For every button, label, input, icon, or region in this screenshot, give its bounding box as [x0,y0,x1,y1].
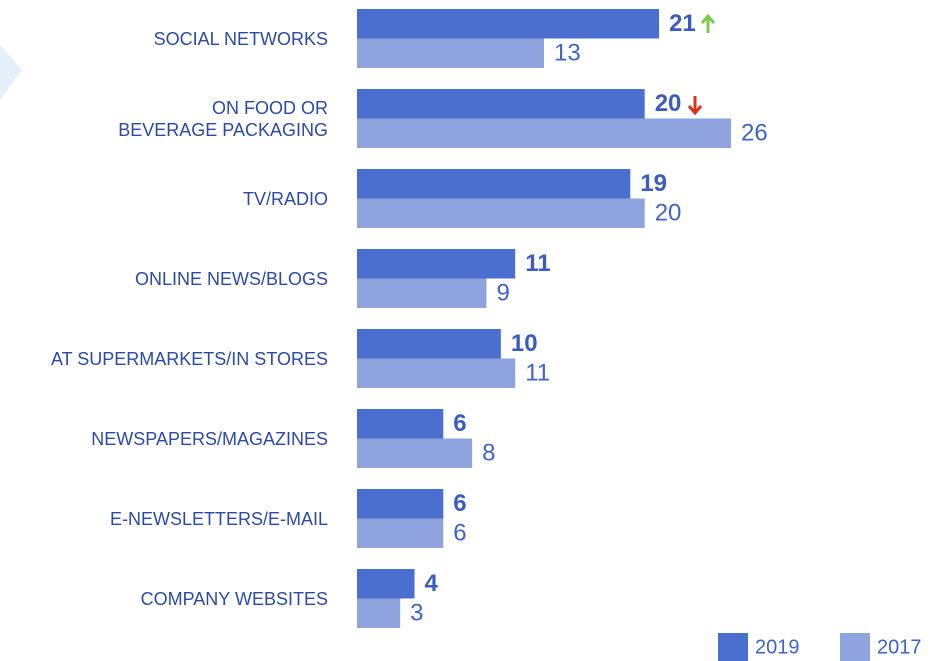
value-label: 6 [453,410,466,437]
value-label: 6 [453,490,466,517]
up-arrow [700,13,716,33]
bar [357,569,415,599]
decoration [0,45,22,100]
value-label: 26 [741,120,768,147]
legend-swatch [840,633,870,661]
bar [357,249,516,279]
value-label: 13 [554,40,581,67]
bar [357,598,401,628]
legend-label: 2019 [755,636,800,658]
value-label: 20 [655,90,682,117]
value-label: 8 [482,440,495,467]
value-label: 19 [640,170,667,197]
bar [357,118,731,148]
bar [357,9,660,39]
category-label: TV/RADIO [242,188,328,209]
category-label: ON FOOD OR BEVERAGE PACKAGING [118,97,328,140]
category-label: E-NEWSLETTERS/E-MAIL [109,508,328,529]
bar [357,438,473,468]
bar [357,169,631,199]
value-label: 9 [496,280,509,307]
bar [357,278,487,308]
legend-label: 2017 [877,636,922,658]
value-label: 11 [525,360,550,387]
value-label: 10 [511,330,538,357]
value-label: 20 [655,200,682,227]
bar [357,38,544,68]
value-label: 11 [525,250,550,277]
bar [357,329,501,359]
category-label: NEWSPAPERS/MAGAZINES [91,428,328,449]
value-label: 21 [669,10,696,37]
value-label: 6 [453,520,466,547]
category-label: COMPANY WEBSITES [140,588,328,609]
category-label: ONLINE NEWS/BLOGS [134,268,328,289]
bar [357,89,645,119]
category-label: SOCIAL NETWORKS [153,28,328,49]
bar [357,409,444,439]
bar [357,518,444,548]
category-label: AT SUPERMARKETS/IN STORES [50,348,328,369]
legend-swatch [718,633,748,661]
value-label: 4 [425,570,439,597]
value-label: 3 [410,600,423,627]
down-arrow [687,96,703,116]
bar [357,489,444,519]
bar [357,358,516,388]
bar [357,198,645,228]
